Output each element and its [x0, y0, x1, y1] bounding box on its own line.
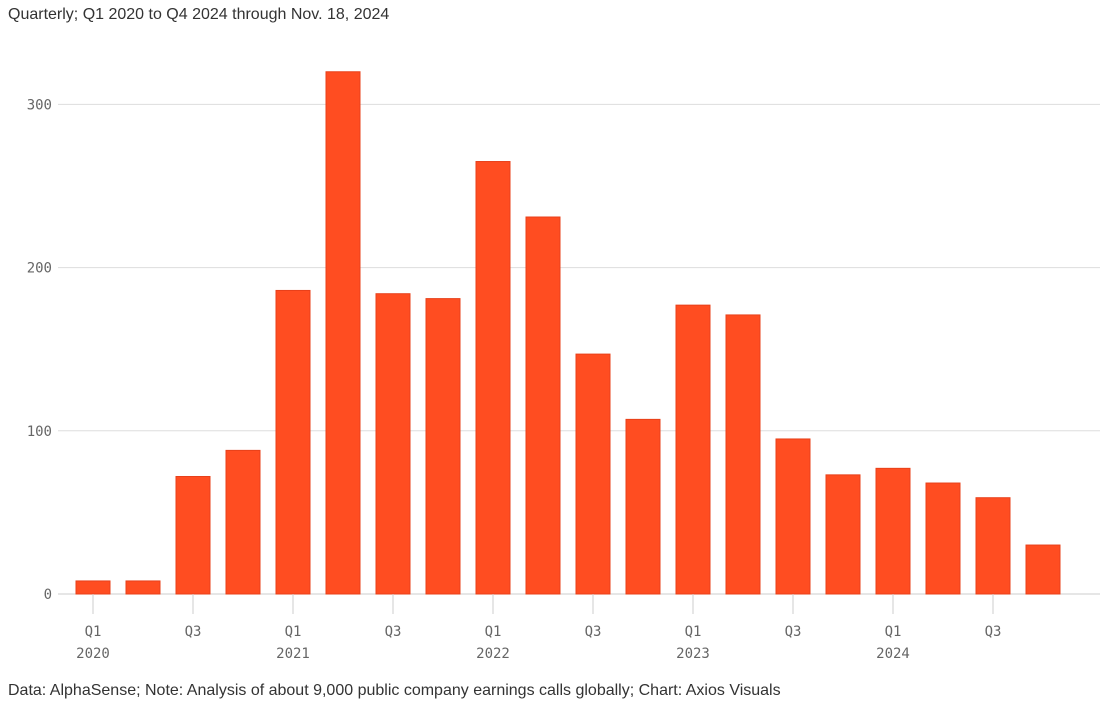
y-tick-label: 0	[44, 587, 52, 603]
x-tick-year-label: 2022	[476, 646, 510, 662]
x-tick-label: Q3	[985, 624, 1002, 640]
x-tick-label: Q3	[385, 624, 402, 640]
bar	[575, 353, 611, 595]
bar	[375, 293, 411, 595]
y-tick-label: 300	[27, 97, 52, 113]
bar	[475, 161, 511, 595]
bar	[275, 289, 311, 595]
bar	[775, 438, 811, 595]
x-tick-label: Q1	[285, 624, 302, 640]
y-tick-label: 200	[27, 261, 52, 277]
x-tick-label: Q1	[685, 624, 702, 640]
chart-subtitle: Quarterly; Q1 2020 to Q4 2024 through No…	[8, 6, 390, 23]
bar	[75, 580, 111, 595]
x-tick-label: Q3	[185, 624, 202, 640]
y-axis-ticks: 0 100 200 300	[27, 97, 52, 603]
bar	[625, 418, 661, 595]
bar	[125, 580, 161, 595]
bar	[925, 482, 961, 595]
bar	[225, 449, 261, 595]
x-tick-year-label: 2023	[676, 646, 710, 662]
bar	[525, 216, 561, 595]
x-axis-ticks: Q1 2020 Q3 Q1 2021 Q3 Q1 2022 Q3 Q1 2023 Q3 Q1 2024 Q3	[76, 594, 1001, 662]
bar	[325, 71, 361, 595]
bar	[425, 298, 461, 595]
x-tick-label: Q1	[885, 624, 902, 640]
bar	[875, 467, 911, 595]
bar	[675, 304, 711, 595]
source-note: Data: AlphaSense; Note: Analysis of abou…	[8, 682, 781, 699]
bar-chart: 0 100 200 300 Q1 2020 Q3 Q1 2021 Q3 Q1 2022 Q3 Q1 202…	[27, 71, 1100, 662]
bars	[75, 71, 1061, 595]
x-tick-year-label: 2020	[76, 646, 110, 662]
x-tick-year-label: 2024	[876, 646, 910, 662]
bar	[725, 314, 761, 595]
bar	[175, 475, 211, 595]
bar	[825, 474, 861, 595]
x-tick-label: Q1	[85, 624, 102, 640]
y-tick-label: 100	[27, 424, 52, 440]
x-tick-label: Q1	[485, 624, 502, 640]
x-tick-label: Q3	[585, 624, 602, 640]
x-tick-label: Q3	[785, 624, 802, 640]
x-tick-year-label: 2021	[276, 646, 310, 662]
bar	[1025, 544, 1061, 595]
bar	[975, 497, 1011, 595]
